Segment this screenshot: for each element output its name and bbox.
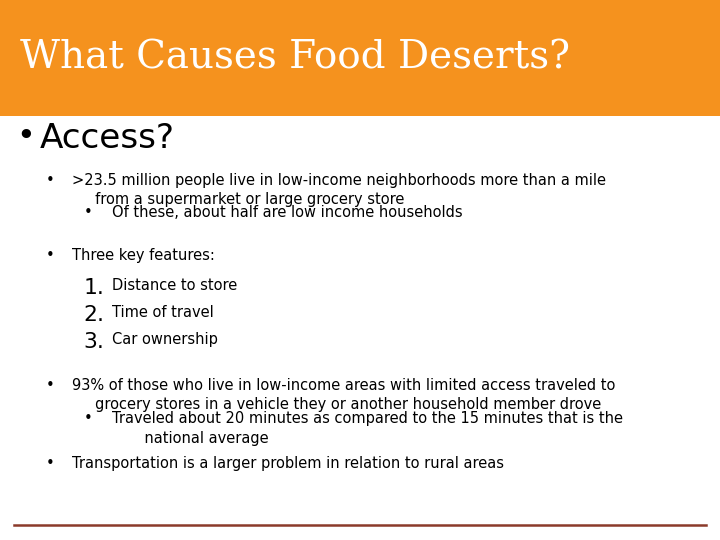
Text: >23.5 million people live in low-income neighborhoods more than a mile
     from: >23.5 million people live in low-income … <box>72 173 606 207</box>
Text: 1.: 1. <box>84 278 104 298</box>
Text: Transportation is a larger problem in relation to rural areas: Transportation is a larger problem in re… <box>72 456 504 471</box>
Text: Three key features:: Three key features: <box>72 248 215 264</box>
Text: 3.: 3. <box>84 332 104 352</box>
Text: Car ownership: Car ownership <box>112 332 217 347</box>
Text: Access?: Access? <box>40 122 174 154</box>
Text: Of these, about half are low income households: Of these, about half are low income hous… <box>112 205 462 220</box>
Text: 93% of those who live in low-income areas with limited access traveled to
     g: 93% of those who live in low-income area… <box>72 378 616 412</box>
Text: •: • <box>45 378 54 393</box>
Text: 2.: 2. <box>84 305 104 325</box>
Text: •: • <box>84 205 92 220</box>
FancyBboxPatch shape <box>0 0 720 116</box>
Text: •: • <box>84 411 92 427</box>
Text: •: • <box>45 456 54 471</box>
Text: Distance to store: Distance to store <box>112 278 237 293</box>
Text: Time of travel: Time of travel <box>112 305 213 320</box>
Text: •: • <box>45 173 54 188</box>
Text: What Causes Food Deserts?: What Causes Food Deserts? <box>20 39 570 77</box>
Text: Traveled about 20 minutes as compared to the 15 minutes that is the
       natio: Traveled about 20 minutes as compared to… <box>112 411 623 446</box>
Text: •: • <box>16 122 35 152</box>
Text: •: • <box>45 248 54 264</box>
